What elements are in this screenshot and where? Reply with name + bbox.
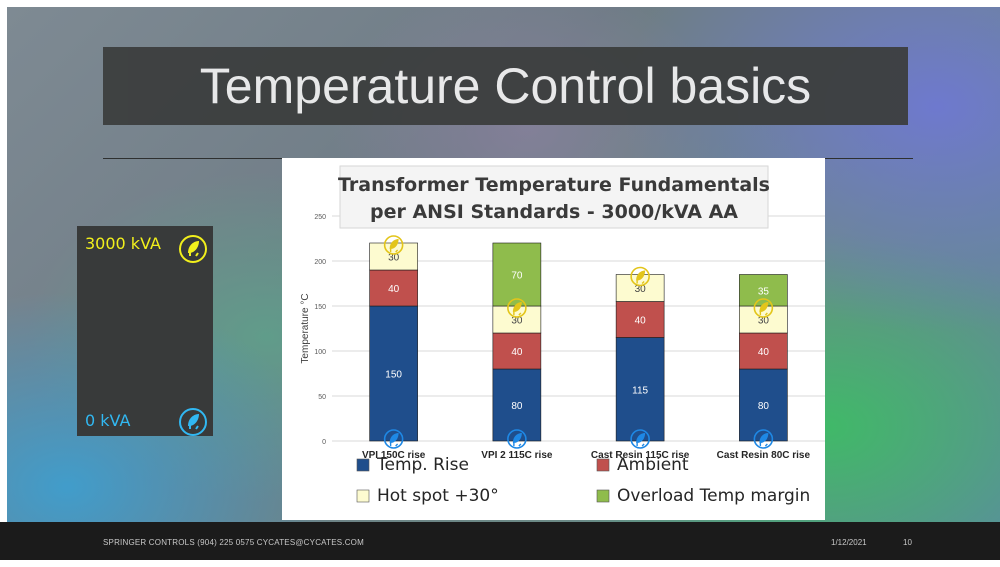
legend-label: Overload Temp margin (617, 486, 810, 506)
bar-segment (739, 332, 788, 370)
bar-segment (615, 301, 665, 338)
title-box: Temperature Control basics (103, 47, 908, 125)
bar-segment (615, 337, 665, 442)
bar-segment (492, 242, 542, 307)
chart-title-line-1: Transformer Temperature Fundamentals (338, 174, 770, 196)
kva-gauge-panel: 3000 kVA 0 kVA (77, 226, 213, 436)
leaf-plug-icon (630, 266, 650, 287)
bar-value-label: 40 (511, 347, 523, 358)
chart-title-box (339, 165, 769, 229)
x-tick-label: VPI 2 115C rise (481, 450, 553, 461)
footer-date: 1/12/2021 (831, 538, 867, 547)
bar-value-label: 30 (511, 316, 523, 327)
y-tick-label: 150 (314, 304, 326, 311)
legend-label: Temp. Rise (376, 455, 469, 475)
legend-swatch (596, 489, 610, 503)
bar-value-label: 40 (635, 316, 647, 327)
y-tick-label: 100 (314, 349, 326, 356)
leaf-plug-icon (753, 298, 774, 318)
bar-value-label: 150 (385, 370, 402, 381)
bar-value-label: 115 (632, 385, 648, 396)
leaf-plug-icon (507, 298, 527, 318)
chart-panel: 150 40 30 80 40 30 70 115 40 30 80 40 30 35 0 50 100 150… (282, 158, 825, 520)
y-tick-label: 250 (314, 214, 326, 221)
bar-value-label: 30 (758, 316, 770, 327)
legend-label: Ambient (617, 455, 689, 475)
footer-page-number: 10 (903, 538, 912, 547)
legend-swatch (356, 489, 370, 503)
leaf-plug-icon (753, 429, 774, 449)
bar-value-label: 80 (511, 401, 523, 412)
bar-value-label: 30 (635, 284, 647, 295)
bar-value-label: 40 (388, 284, 400, 295)
legend-label: Hot spot +30° (377, 486, 499, 506)
slide-footer: SPRINGER CONTROLS (904) 225 0575 CYCATES… (0, 522, 1000, 560)
stacked-bar-chart: 150 40 30 80 40 30 70 115 40 30 80 40 30 35 0 50 100 150… (300, 165, 825, 506)
bar-value-label: 30 (388, 253, 400, 264)
y-axis-label: Temperature °C (300, 293, 311, 363)
bar-segment (369, 305, 418, 442)
leaf-plug-icon (179, 235, 207, 263)
bar-value-label: 35 (758, 286, 770, 297)
y-tick-label: 0 (322, 439, 326, 446)
bar-value-label: 80 (758, 401, 770, 412)
x-tick-label: Cast Resin 115C rise (591, 450, 690, 461)
leaf-plug-icon (630, 429, 650, 449)
bar-segment (739, 368, 788, 442)
bar-value-label: 40 (758, 347, 770, 358)
kva-min-label: 0 kVA (85, 411, 131, 430)
bar-value-label: 70 (511, 271, 523, 282)
footer-company: SPRINGER CONTROLS (904) 225 0575 CYCATES… (103, 538, 364, 547)
y-tick-label: 200 (314, 259, 326, 266)
x-tick-label: Cast Resin 80C rise (717, 450, 811, 461)
legend-swatch (596, 458, 610, 472)
leaf-plug-icon (383, 235, 404, 255)
y-tick-label: 50 (318, 394, 326, 401)
x-tick-label: VPI 150C rise (362, 450, 426, 461)
leaf-plug-icon (507, 429, 527, 449)
slide-background: Temperature Control basics 3000 kVA 0 kV… (7, 7, 1000, 522)
bar-segment (739, 274, 788, 307)
bar-segment (369, 269, 418, 307)
kva-max-label: 3000 kVA (85, 234, 161, 253)
slide-title: Temperature Control basics (199, 58, 812, 114)
leaf-plug-icon (179, 408, 207, 436)
chart-title-line-2: per ANSI Standards - 3000/kVA AA (370, 201, 738, 223)
leaf-plug-icon (383, 429, 404, 449)
legend-swatch (356, 458, 370, 472)
